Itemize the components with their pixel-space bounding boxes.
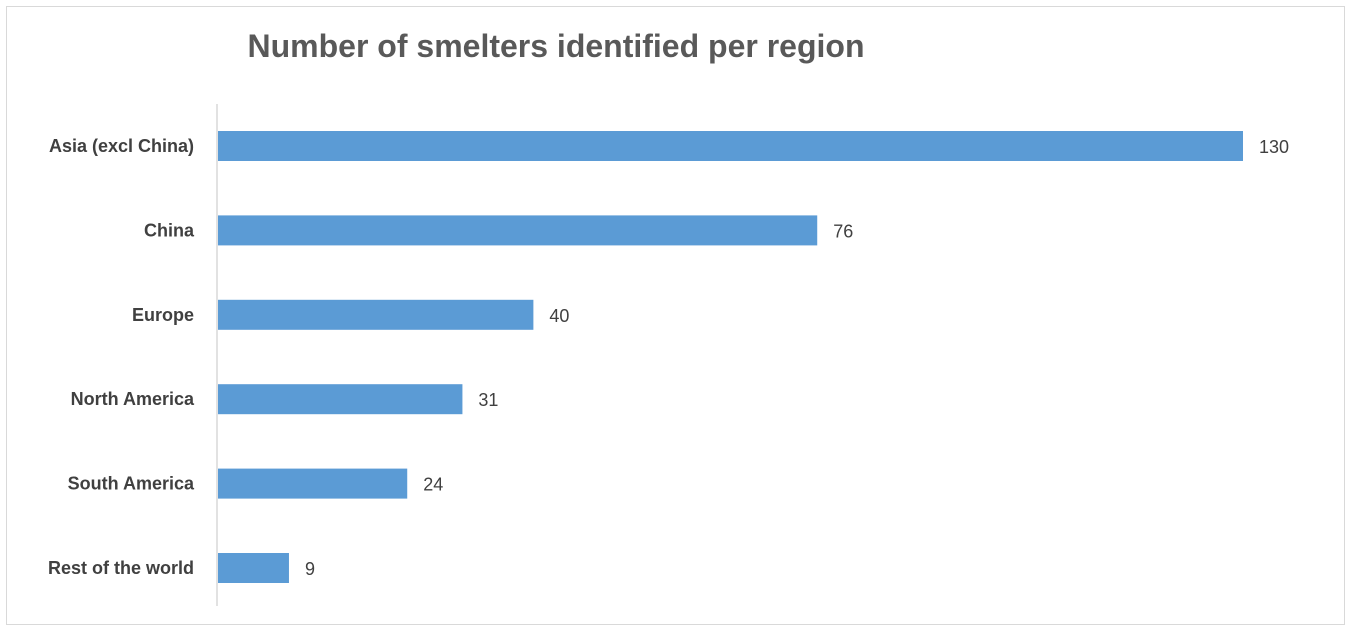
value-labels-group: 130 76 40 31 24 9 bbox=[305, 137, 1289, 579]
category-label-rest-of-the-world: Rest of the world bbox=[48, 558, 194, 578]
bars-group bbox=[218, 131, 1243, 583]
category-label-china: China bbox=[144, 220, 195, 240]
value-label-asia-excl-china: 130 bbox=[1259, 137, 1289, 157]
category-label-europe: Europe bbox=[132, 305, 194, 325]
category-labels-group: Asia (excl China) China Europe North Americ… bbox=[48, 136, 195, 578]
bar-china bbox=[218, 215, 818, 246]
chart-title: Number of smelters identified per region bbox=[247, 28, 865, 64]
bar-asia-excl-china bbox=[218, 131, 1243, 161]
bar-rest-of-the-world bbox=[218, 553, 289, 583]
bar-north-america bbox=[218, 384, 463, 415]
category-label-south-america: South America bbox=[68, 474, 195, 494]
value-label-north-america: 31 bbox=[478, 390, 498, 410]
category-label-north-america: North America bbox=[71, 389, 195, 409]
bar-europe bbox=[218, 299, 534, 330]
bar-south-america bbox=[218, 468, 408, 499]
category-label-asia-excl-china: Asia (excl China) bbox=[49, 136, 194, 156]
value-label-south-america: 24 bbox=[423, 475, 443, 495]
value-label-europe: 40 bbox=[549, 306, 569, 326]
value-label-china: 76 bbox=[833, 221, 853, 241]
value-label-rest-of-the-world: 9 bbox=[305, 559, 315, 579]
